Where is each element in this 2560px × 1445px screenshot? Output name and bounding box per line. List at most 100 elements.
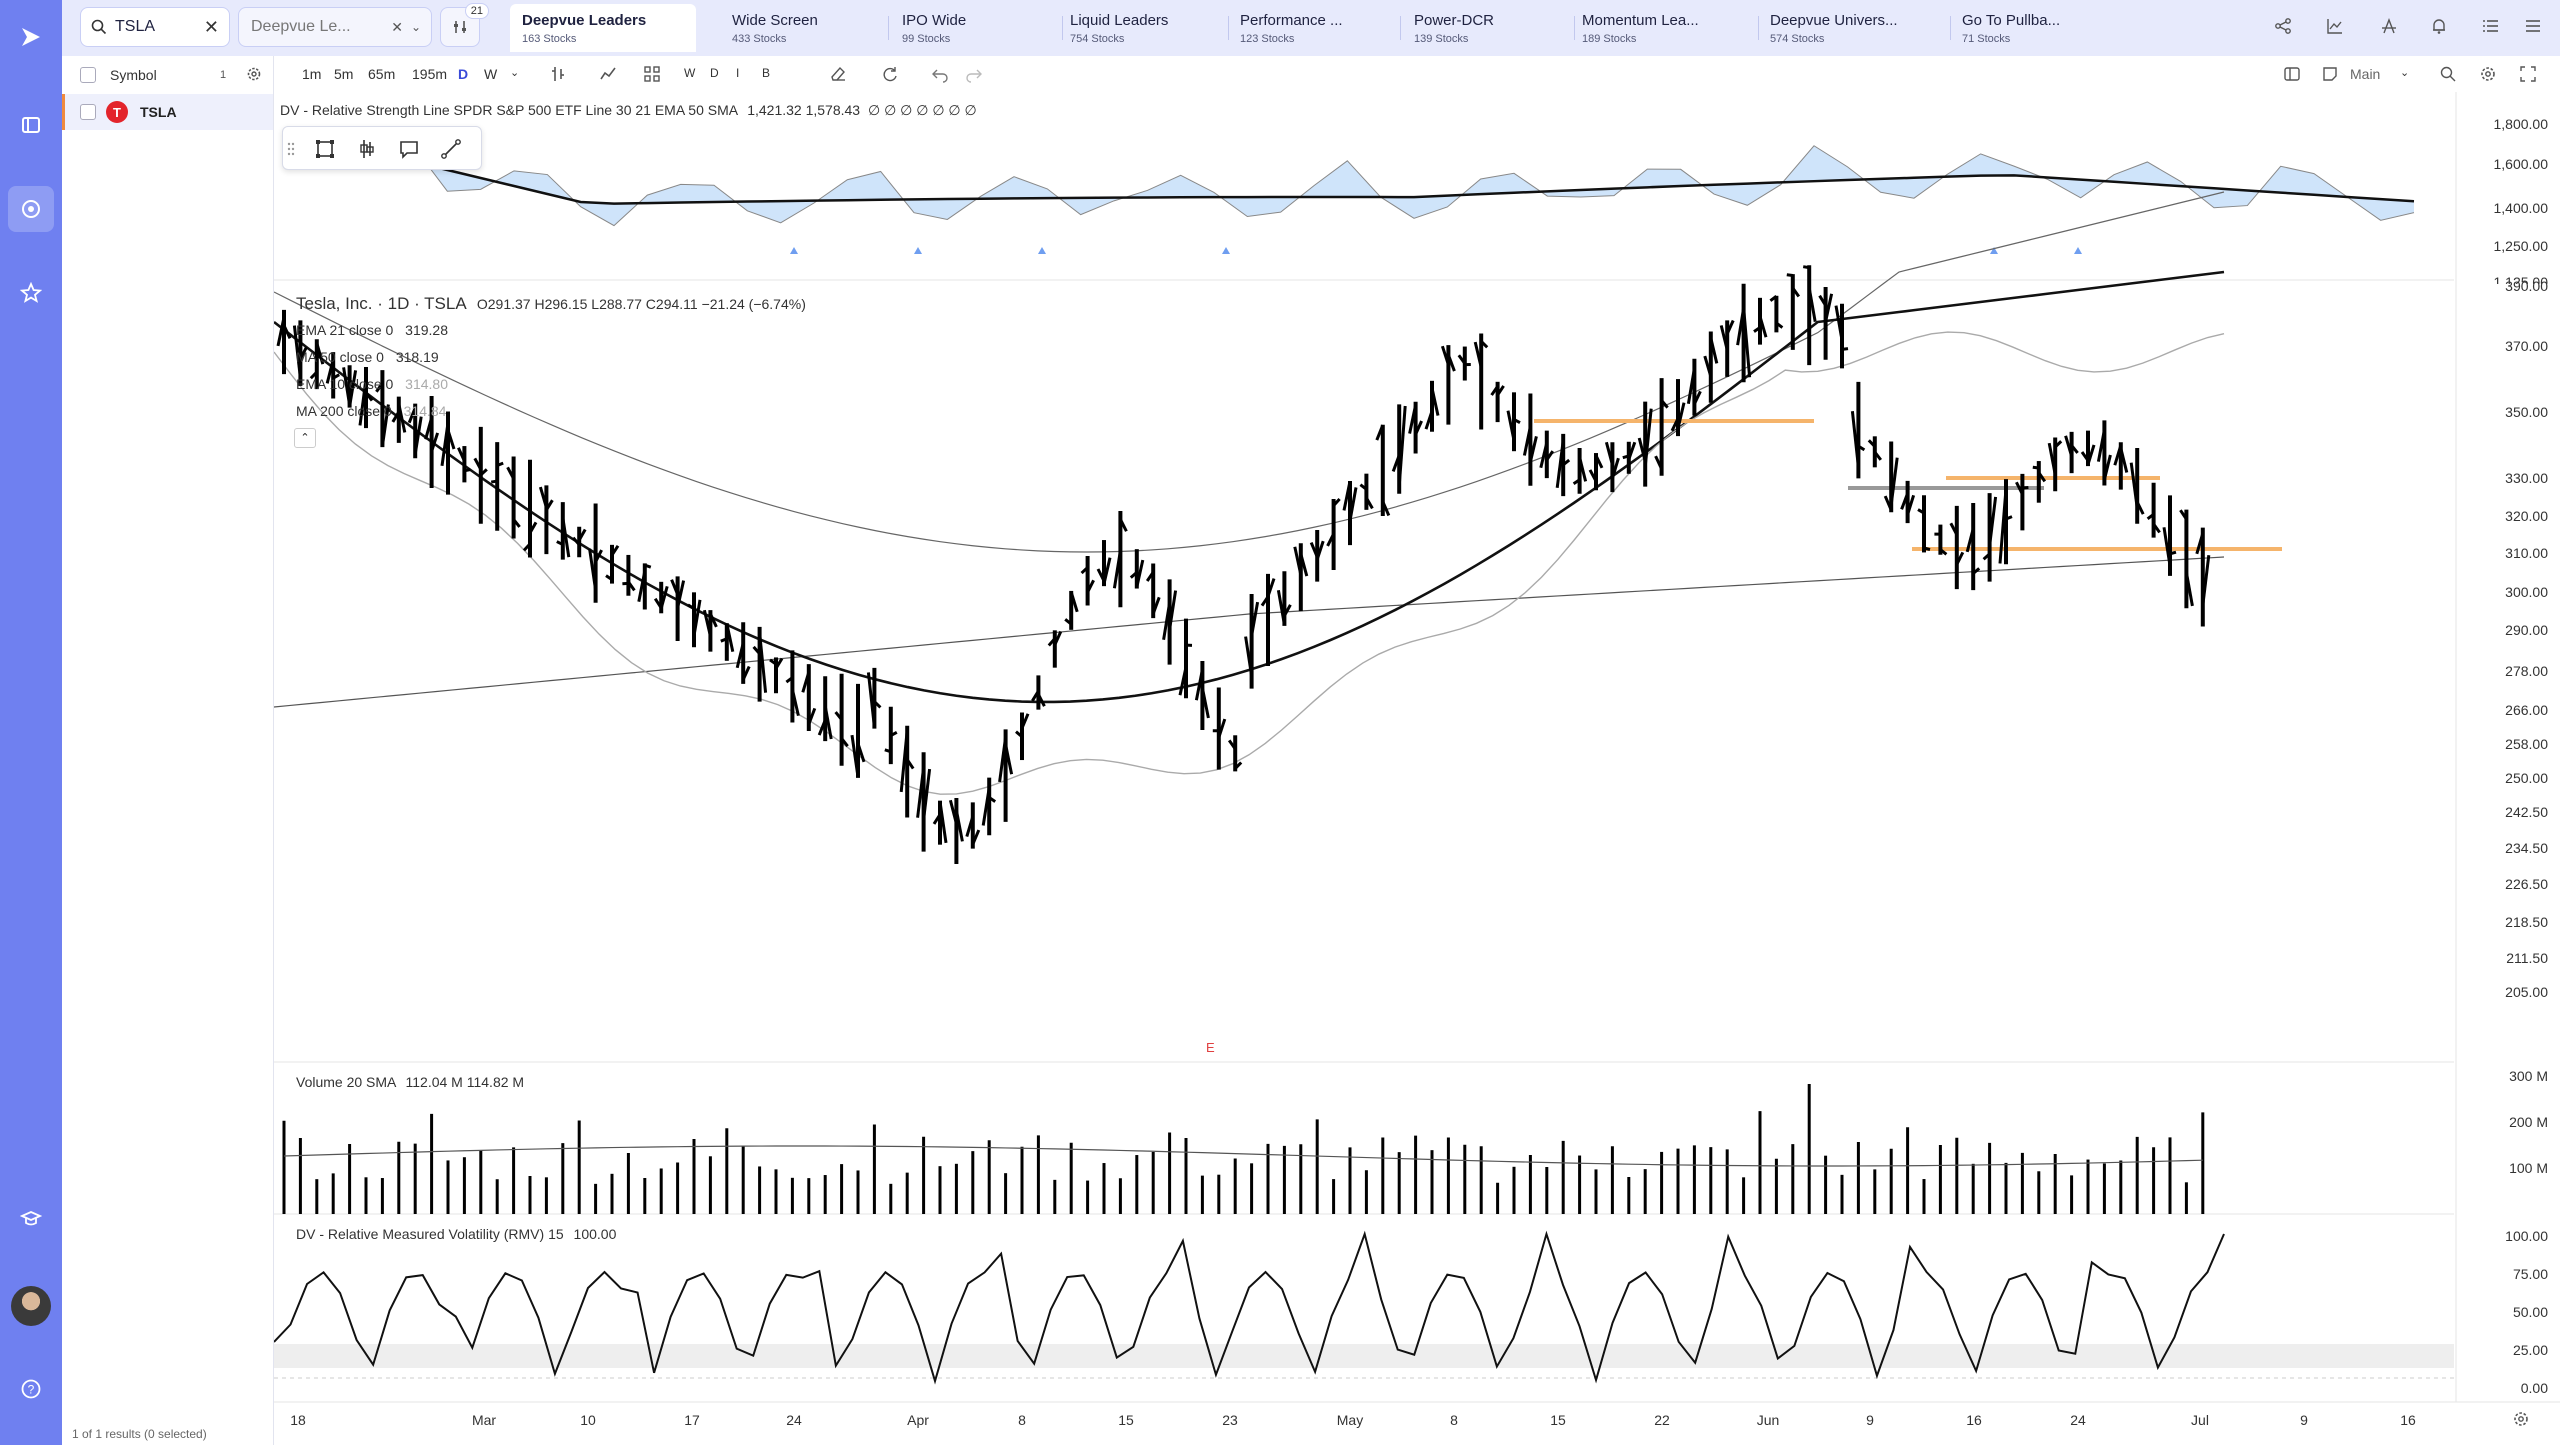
price-axis-label: 266.00 [2505,702,2548,718]
chevron-down-icon[interactable]: ⌄ [510,67,520,79]
chevron-down-icon[interactable]: ⌄ [410,20,421,34]
price-bar-open [490,479,498,484]
tab-momentum-leaders[interactable]: Momentum Lea... 189 Stocks [1582,4,1758,52]
search-input[interactable]: TSLA ✕ [80,7,230,47]
timeframe-195m[interactable]: 195m [412,66,448,82]
refresh-icon[interactable] [880,64,900,84]
drag-handle-icon[interactable] [285,137,297,161]
select-all-checkbox[interactable] [80,67,96,83]
collapse-legend-button[interactable]: ⌃ [294,428,316,448]
price-bar-open [1096,568,1106,582]
rmv-line [274,1230,2225,1385]
trendline-tool-icon[interactable] [439,137,463,161]
letter-b-button[interactable]: B [762,66,771,80]
logo-icon[interactable] [8,14,54,60]
settings-gear-icon[interactable] [2478,64,2498,84]
timeframe-w[interactable]: W [484,66,498,82]
price-bar-open [1622,454,1630,460]
tab-wide-screen[interactable]: Wide Screen 433 Stocks [732,4,892,52]
letter-i-button[interactable]: I [736,66,740,80]
watchlist-icon[interactable] [8,102,54,148]
price-axis-label: 211.50 [2506,950,2548,966]
chart-area[interactable]: DV - Relative Strength Line SPDR S&P 500… [274,92,2560,1445]
layout-icon[interactable] [2320,64,2340,84]
chart-line-icon[interactable] [2324,15,2346,37]
tab-performance[interactable]: Performance ... 123 Stocks [1240,4,1400,52]
timeframe-65m[interactable]: 65m [368,66,396,82]
candlestick-icon[interactable] [2378,15,2400,37]
timeframe-d[interactable]: D [458,66,469,82]
timeframe-5m[interactable]: 5m [334,66,354,82]
price-bar-open [1917,508,1925,515]
list-view-icon[interactable] [2480,15,2502,37]
volume-axis-label: 100 M [2509,1160,2548,1176]
zoom-icon[interactable] [2438,64,2458,84]
price-bar-open [1162,602,1172,640]
fib-tool-icon[interactable] [355,137,379,161]
menu-icon[interactable] [2522,15,2544,37]
fullscreen-icon[interactable] [2518,64,2538,84]
eraser-icon[interactable] [828,64,848,84]
price-bar-close [1414,420,1423,435]
price-bar-close [644,563,652,569]
list-item[interactable]: T TSLA [62,94,273,130]
filter-button[interactable]: 21 [440,3,489,47]
share-icon[interactable] [2272,15,2294,37]
price-bar-open [1802,265,1810,270]
price-bar-close [922,768,932,820]
tab-count: 139 Stocks [1414,33,1469,45]
tab-deepvue-universe[interactable]: Deepvue Univers... 574 Stocks [1770,4,1956,52]
price-bar-open [1260,595,1270,607]
price-bar-open [1112,550,1122,589]
redo-icon[interactable] [964,64,984,84]
layout-select[interactable]: Main [2350,66,2381,82]
tab-go-to-pullback[interactable]: Go To Pullba... 71 Stocks [1962,4,2122,52]
education-icon[interactable] [8,1196,54,1242]
letter-w-button[interactable]: W [684,66,696,80]
bar-style-icon[interactable] [548,64,568,84]
price-bar-close [1807,287,1817,323]
chevron-down-icon[interactable]: ⌄ [2400,67,2410,79]
row-checkbox[interactable] [80,104,96,120]
price-bar-open [637,570,647,602]
price-bar-close [1676,402,1686,429]
price-chart[interactable] [274,92,2560,1445]
star-icon[interactable] [8,270,54,316]
layout-grid-icon[interactable] [642,64,662,84]
close-icon[interactable]: ✕ [203,16,219,37]
price-bar-close [2086,444,2096,465]
bell-icon[interactable] [2428,15,2450,37]
comment-tool-icon[interactable] [397,137,421,161]
price-bar-open [2195,532,2205,555]
earnings-marker[interactable]: E [1206,1040,1215,1055]
price-bar-close [1234,761,1243,770]
volume-axis-label: 200 M [2509,1114,2548,1130]
undo-icon[interactable] [930,64,950,84]
price-bar-close [1742,307,1752,378]
date-axis-label: 9 [1866,1412,1874,1428]
timeframe-1m[interactable]: 1m [302,66,322,82]
indicators-icon[interactable] [598,64,618,84]
avatar[interactable] [11,1286,51,1326]
price-bar-open [1015,730,1023,738]
date-axis-label: 22 [1654,1412,1670,1428]
price-bar-open [1326,533,1335,547]
letter-d-button[interactable]: D [710,66,719,80]
date-axis-label: 15 [1118,1412,1134,1428]
watchlist-select[interactable]: Deepvue Le... ✕ ⌄ [238,7,432,47]
price-bar-open [1506,410,1516,441]
panel-icon[interactable] [2282,64,2302,84]
price-bar-open [1769,295,1778,302]
screener-icon[interactable] [8,186,54,232]
rectangle-tool-icon[interactable] [313,137,337,161]
gear-icon[interactable] [246,66,262,85]
price-bar-close [1102,557,1112,585]
help-icon[interactable]: ? [8,1366,54,1412]
tab-deepvue-leaders[interactable]: Deepvue Leaders 163 Stocks [510,4,696,52]
tab-ipo-wide[interactable]: IPO Wide 99 Stocks [902,4,1062,52]
tab-liquid-leaders[interactable]: Liquid Leaders 754 Stocks [1070,4,1230,52]
tab-power-dcr[interactable]: Power-DCR 139 Stocks [1414,4,1574,52]
price-bar-close [315,342,325,365]
close-icon[interactable]: ✕ [391,18,403,35]
